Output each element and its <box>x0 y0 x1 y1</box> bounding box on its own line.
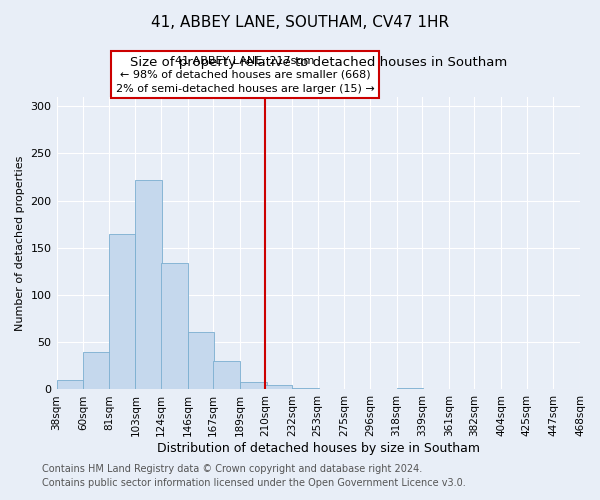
Text: 41, ABBEY LANE, SOUTHAM, CV47 1HR: 41, ABBEY LANE, SOUTHAM, CV47 1HR <box>151 15 449 30</box>
Bar <box>83 352 110 390</box>
Bar <box>265 384 292 390</box>
Bar <box>553 388 580 390</box>
X-axis label: Distribution of detached houses by size in Southam: Distribution of detached houses by size … <box>157 442 480 455</box>
Bar <box>136 180 162 390</box>
Bar <box>56 380 83 390</box>
Bar <box>188 332 214 390</box>
Text: Contains HM Land Registry data © Crown copyright and database right 2024.
Contai: Contains HM Land Registry data © Crown c… <box>42 464 466 487</box>
Text: 41 ABBEY LANE: 217sqm
← 98% of detached houses are smaller (668)
2% of semi-deta: 41 ABBEY LANE: 217sqm ← 98% of detached … <box>116 56 374 94</box>
Bar <box>292 388 319 390</box>
Title: Size of property relative to detached houses in Southam: Size of property relative to detached ho… <box>130 56 507 70</box>
Bar <box>317 388 344 390</box>
Y-axis label: Number of detached properties: Number of detached properties <box>15 156 25 331</box>
Bar <box>213 361 240 390</box>
Bar <box>109 234 136 390</box>
Bar <box>161 263 188 390</box>
Bar <box>397 388 424 390</box>
Bar <box>240 382 266 390</box>
Bar <box>475 388 501 390</box>
